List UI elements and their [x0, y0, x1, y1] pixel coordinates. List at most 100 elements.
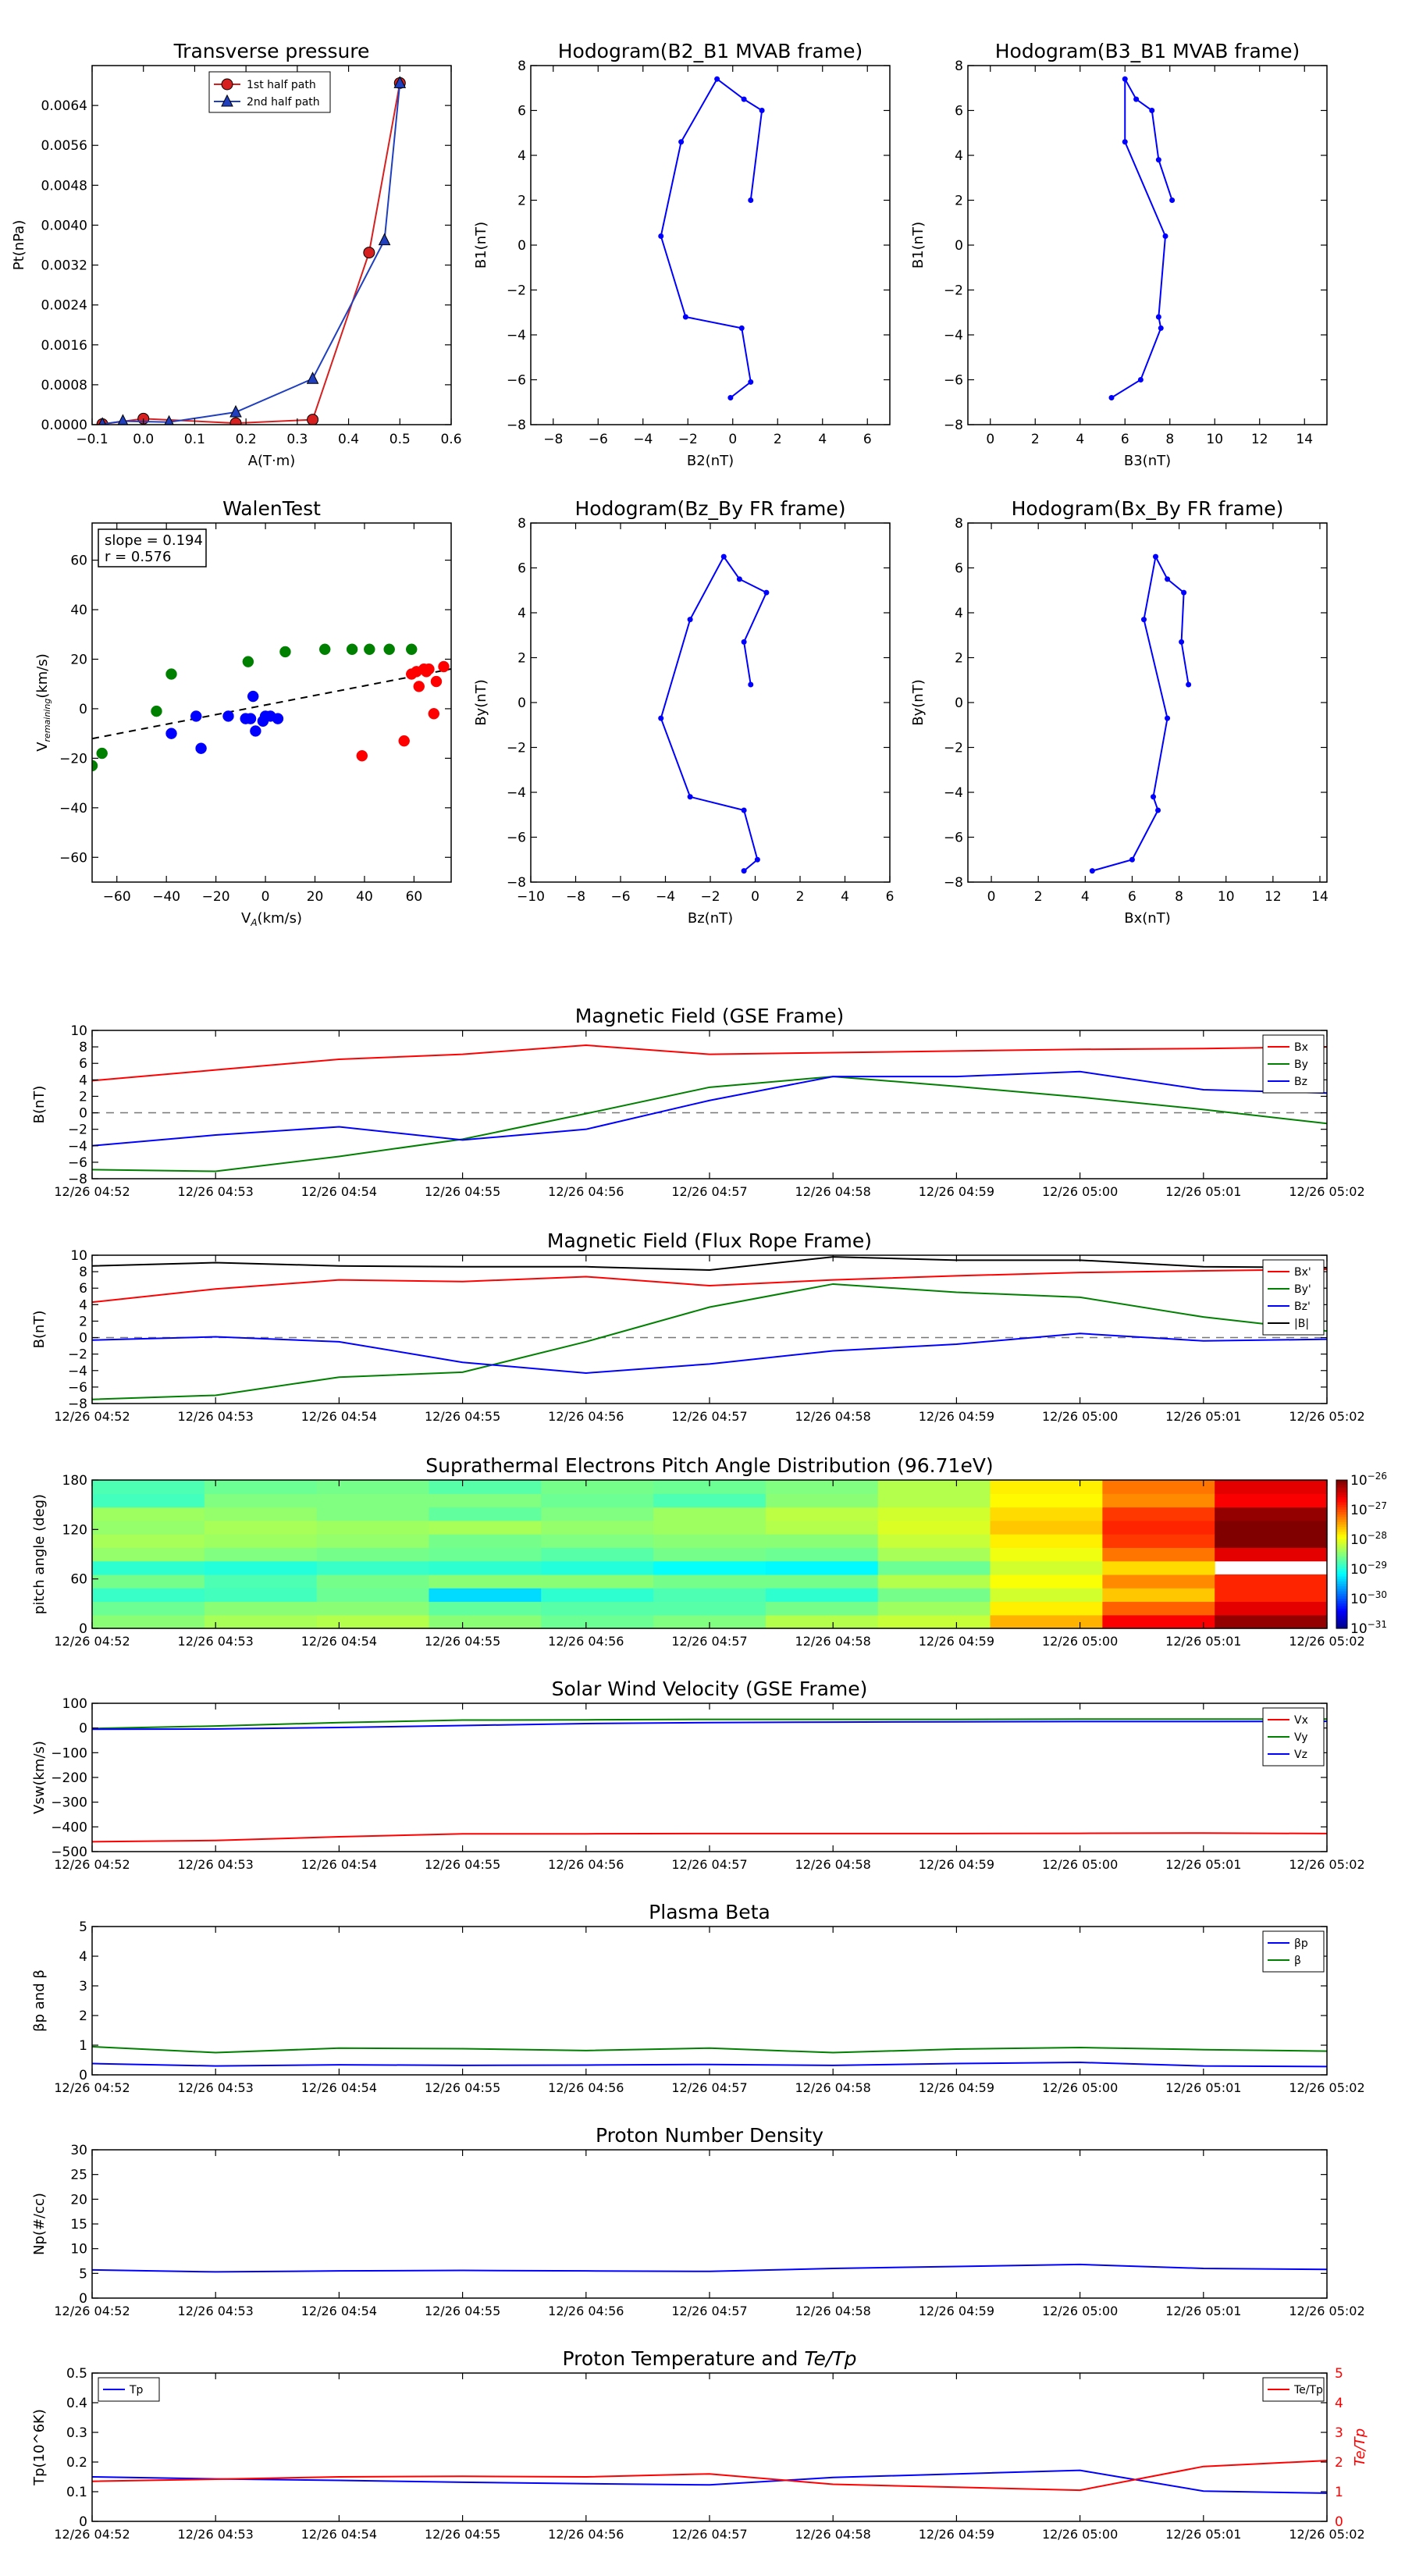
data-point — [279, 646, 291, 658]
y-tick-label: −2 — [944, 283, 963, 299]
heatmap-cell — [204, 1520, 318, 1535]
chart-title: WalenTest — [222, 497, 321, 520]
colorbar-segment — [1336, 1487, 1347, 1491]
proton-number-density-panel: 0 5 10 15 20 25 30 12/26 04:52 12/26 04:53 12/26 … — [31, 2124, 1365, 2318]
y-tick-label: 2 — [79, 2008, 87, 2024]
colorbar-segment — [1336, 1507, 1347, 1510]
colorbar-segment — [1336, 1603, 1347, 1607]
heatmap-cell — [541, 1574, 654, 1589]
x-tick-label: 12/26 05:02 — [1289, 1634, 1364, 1649]
axes-frame — [91, 1703, 1328, 1852]
legend-label: βp — [1294, 1937, 1308, 1950]
heatmap-cell — [1102, 1560, 1215, 1575]
y-tick-label: 180 — [62, 1473, 87, 1489]
axes-frame — [967, 522, 1328, 883]
x-tick-label: 12/26 04:55 — [425, 1634, 500, 1649]
y-tick-label: −4 — [944, 785, 963, 801]
data-point — [754, 856, 760, 863]
heatmap-cell — [653, 1520, 767, 1535]
heatmap-cell — [653, 1614, 767, 1629]
colorbar-label: 10−28 — [1350, 1530, 1387, 1548]
data-point — [1158, 325, 1164, 331]
y-tick-label: −4 — [507, 785, 526, 801]
colorbar-segment — [1336, 1599, 1347, 1602]
data-point — [1179, 639, 1185, 645]
legend-label: Bx — [1294, 1041, 1308, 1054]
x-tick-label: 12/26 04:55 — [425, 1409, 500, 1424]
data-point — [229, 417, 242, 425]
heatmap-cell — [541, 1534, 654, 1548]
colorbar-segment — [1336, 1614, 1347, 1617]
series-line — [92, 2469, 1327, 2494]
heatmap-cell — [765, 1614, 879, 1629]
colorbar-segment — [1336, 1576, 1347, 1580]
y-tick-label: 30 — [70, 2143, 87, 2158]
annotation-r: r = 0.576 — [105, 549, 171, 565]
legend-label: By' — [1294, 1283, 1311, 1296]
y-tick-label: 0.2 — [66, 2455, 87, 2471]
series-line — [92, 1256, 1327, 1272]
colorbar-segment — [1336, 1581, 1347, 1585]
x-tick-label: 12/26 04:59 — [919, 1634, 994, 1649]
data-point — [165, 668, 177, 680]
y-axis-label: Vsw(km/s) — [31, 1741, 48, 1814]
y-tick-label: −6 — [507, 831, 526, 846]
y-axis-label: B(nT) — [31, 1086, 48, 1124]
colorbar-segment — [1336, 1559, 1347, 1563]
heatmap-cell — [765, 1480, 879, 1494]
y-tick-label: 8 — [518, 59, 526, 74]
heatmap-cell — [1215, 1547, 1328, 1562]
y-tick-label: 1 — [79, 2038, 87, 2054]
x-tick-label: 12/26 05:01 — [1165, 1857, 1241, 1872]
colorbar-segment — [1336, 1544, 1347, 1548]
chart-title: Magnetic Field (GSE Frame) — [575, 1005, 844, 1027]
legend: Bx' By' Bz' |B| — [1262, 1259, 1325, 1336]
axes-frame — [967, 65, 1328, 425]
data-point — [720, 553, 727, 560]
x-tick-label: 12/26 05:00 — [1042, 2304, 1118, 2318]
colorbar-segment — [1336, 1485, 1347, 1489]
x-tick-label: 12/26 05:01 — [1165, 1634, 1241, 1649]
heatmap-cell — [765, 1588, 879, 1603]
y-tick-label: 6 — [518, 561, 526, 577]
data-point — [398, 735, 410, 747]
data-point — [346, 643, 358, 656]
heatmap-cell — [429, 1480, 542, 1494]
heatmap-cell — [1215, 1574, 1328, 1589]
colorbar-segment — [1336, 1504, 1347, 1508]
data-point — [1140, 617, 1147, 623]
data-point — [1186, 681, 1192, 688]
series-line — [660, 555, 768, 872]
data-point — [98, 417, 107, 425]
legend-marker — [221, 94, 233, 107]
walen-test-panel: −60 −40 −20 0 20 40 60 −60 −40 −20 0 20 40 60 WalenTes… — [34, 497, 452, 928]
colorbar-segment — [1336, 1606, 1347, 1610]
y-tick-label: −6 — [944, 373, 963, 389]
chart-title: Hodogram(B2_B1 MVAB frame) — [558, 40, 863, 62]
x-tick-label: 12/26 04:53 — [178, 2304, 254, 2318]
y-tick-label: −500 — [51, 1845, 87, 1860]
heatmap-cell — [429, 1520, 542, 1535]
x-tick-label: −8 — [566, 889, 585, 905]
x-tick-label: 12/26 04:52 — [54, 2080, 130, 2095]
title-ratio: Te/Tp — [804, 2347, 856, 2370]
data-point — [244, 713, 257, 724]
x-tick-label: 12/26 04:54 — [301, 2080, 377, 2095]
colorbar-segment — [1336, 1584, 1347, 1587]
y-tick-label: 2 — [79, 1314, 87, 1329]
axes-frame — [91, 522, 452, 883]
legend-label: Tp — [129, 2384, 144, 2396]
x-tick-label: 8 — [1175, 889, 1183, 905]
heatmap-cell — [429, 1534, 542, 1548]
chart-title: Proton Number Density — [596, 2124, 823, 2147]
x-tick-label: 10 — [1206, 432, 1223, 447]
colorbar-segment — [1336, 1517, 1347, 1521]
heatmap-cell — [204, 1480, 318, 1494]
x-tick-label: 12/26 04:58 — [795, 2527, 871, 2542]
colorbar-segment — [1336, 1536, 1347, 1540]
plot-area — [658, 553, 770, 874]
colorbar-segment — [1336, 1534, 1347, 1538]
series-line — [92, 1718, 1327, 1730]
x-tick-label: 12/26 04:52 — [54, 1634, 130, 1649]
